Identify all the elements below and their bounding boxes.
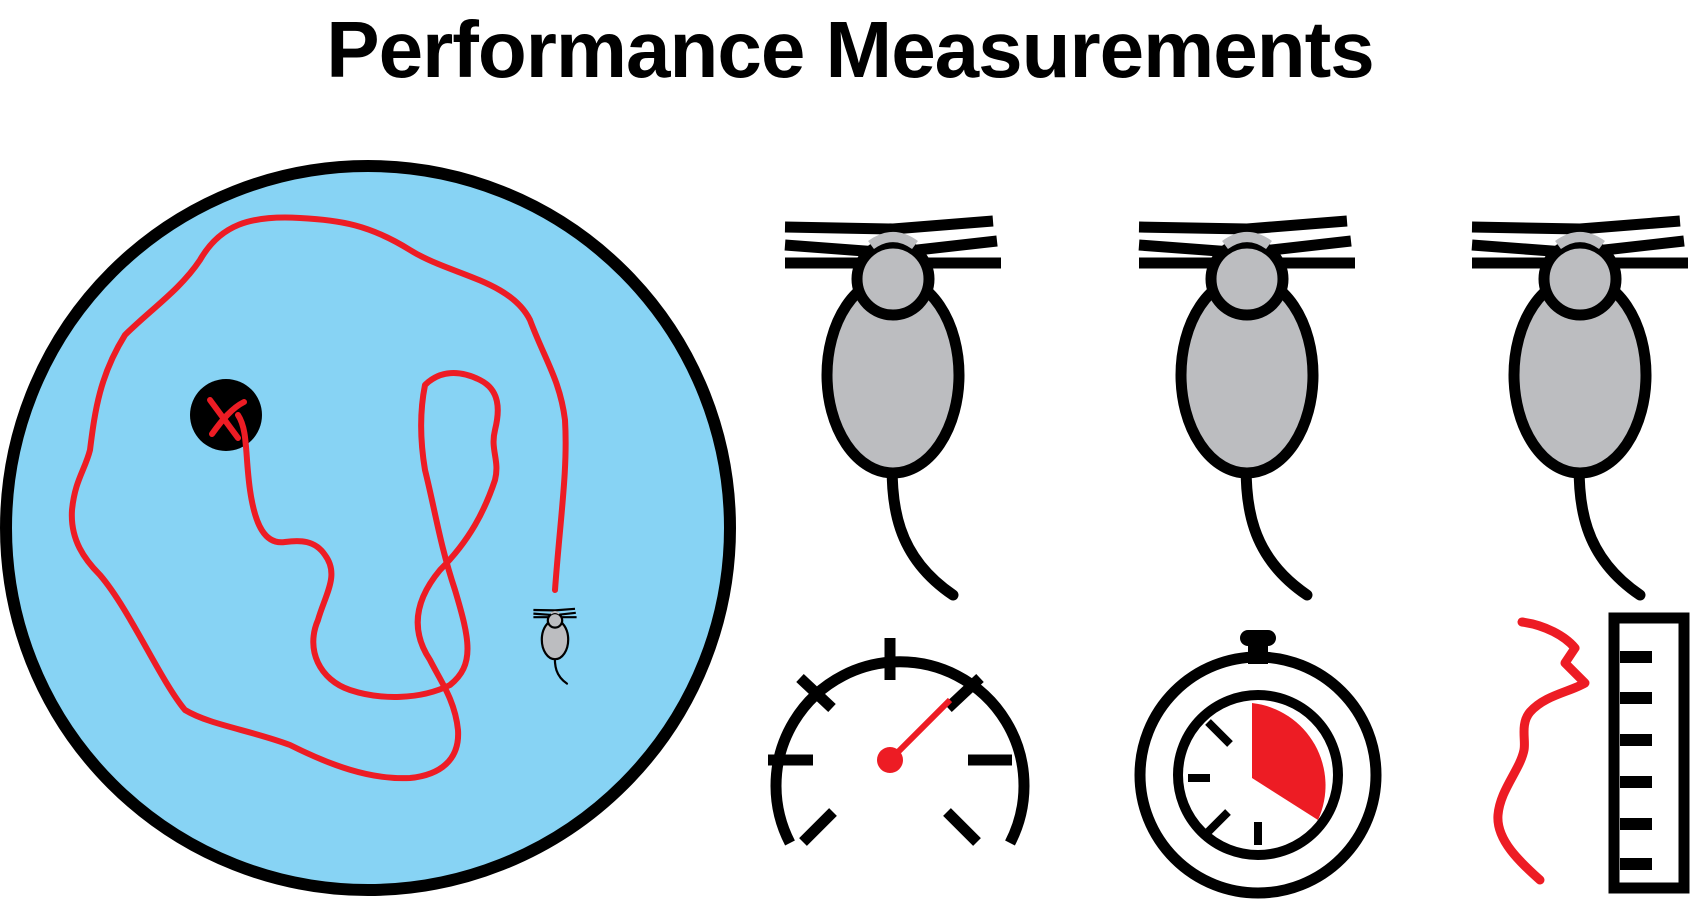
mouse-icon (1472, 221, 1688, 595)
mouse-icon (1139, 221, 1355, 595)
stopwatch-icon (1134, 630, 1382, 899)
ruler-icon (1608, 612, 1690, 894)
mouse-icon (785, 221, 1001, 595)
swim-path-icon (68, 214, 569, 782)
figure-title: Performance Measurements (326, 5, 1375, 94)
water-maze-icon (0, 160, 736, 896)
speedometer-icon (768, 638, 1030, 846)
path-length-icon (1493, 617, 1590, 885)
